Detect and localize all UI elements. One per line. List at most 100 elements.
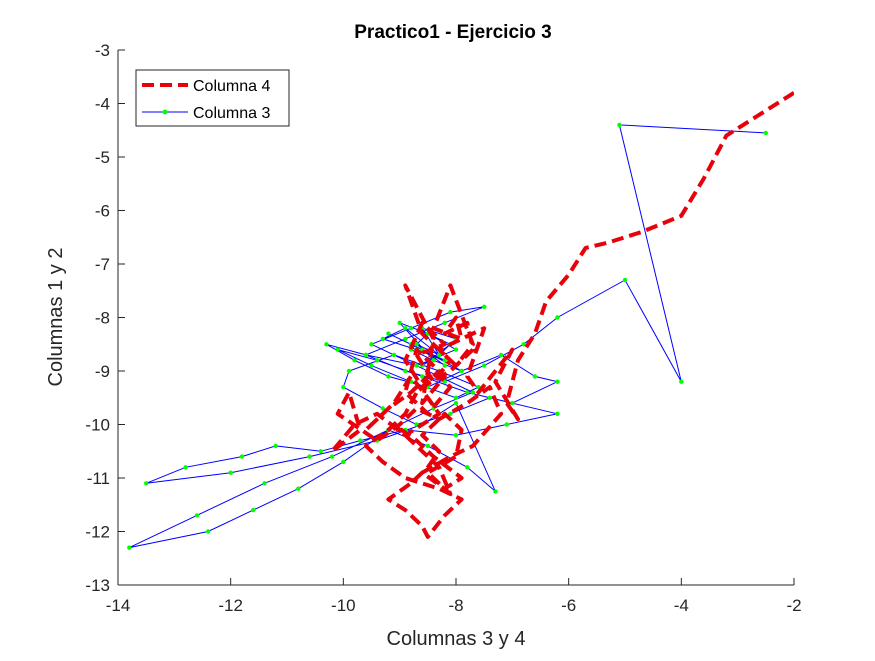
data-point-columna-3: [307, 454, 312, 459]
x-tick-label: -6: [561, 596, 576, 615]
y-tick-label: -10: [85, 416, 110, 435]
data-point-columna-3: [380, 336, 385, 342]
x-tick-label: -2: [786, 596, 801, 615]
data-point-columna-3: [352, 358, 357, 363]
data-point-columna-3: [318, 449, 323, 454]
data-point-columna-3: [617, 122, 622, 128]
legend-label-columna-4: Columna 4: [193, 78, 270, 95]
data-point-columna-3: [448, 411, 453, 416]
data-point-columna-3: [442, 320, 447, 325]
data-point-columna-3: [403, 336, 408, 342]
y-tick-label: -12: [85, 523, 110, 542]
data-point-columna-3: [532, 374, 538, 379]
y-tick-label: -9: [95, 362, 110, 381]
data-point-columna-3: [453, 433, 459, 438]
y-tick-label: -6: [95, 202, 110, 221]
data-point-columna-3: [459, 368, 464, 374]
x-tick-label: -10: [331, 596, 356, 615]
data-point-columna-3: [358, 438, 363, 443]
data-point-columna-3: [453, 400, 459, 406]
data-point-columna-3: [386, 331, 391, 336]
data-point-columna-3: [374, 358, 380, 363]
data-point-columna-3: [431, 358, 436, 363]
data-point-columna-3: [228, 470, 233, 475]
data-point-columna-3: [493, 489, 498, 494]
data-point-columna-3: [453, 395, 459, 400]
data-point-columna-3: [763, 130, 768, 136]
data-point-columna-3: [335, 347, 340, 352]
data-point-columna-3: [369, 342, 374, 347]
data-point-columna-3: [448, 309, 453, 315]
data-point-columna-3: [420, 374, 425, 379]
series-layer: [127, 91, 794, 550]
data-point-columna-3: [414, 342, 419, 347]
data-point-columna-3: [205, 529, 211, 534]
data-point-columna-3: [239, 454, 245, 459]
y-tick-label: -4: [95, 95, 110, 114]
data-point-columna-3: [442, 358, 447, 363]
data-point-columna-3: [555, 411, 560, 416]
data-point-columna-3: [363, 352, 369, 358]
x-axis-label: Columnas 3 y 4: [387, 628, 526, 650]
legend-box: [135, 69, 290, 127]
data-point-columna-3: [341, 384, 346, 390]
x-tick-label: -8: [448, 596, 463, 615]
data-point-columna-3: [436, 352, 442, 358]
y-tick-label: -3: [95, 41, 110, 60]
data-point-columna-3: [498, 352, 504, 358]
legend: Columna 4 Columna 3: [135, 69, 290, 127]
data-point-columna-3: [487, 395, 492, 400]
data-point-columna-3: [380, 406, 385, 411]
data-point-columna-3: [465, 390, 470, 395]
data-point-columna-3: [504, 422, 509, 427]
data-point-columna-3: [397, 320, 402, 325]
data-point-columna-3: [194, 513, 200, 518]
data-point-columna-3: [369, 363, 374, 368]
data-point-columna-3: [391, 352, 397, 358]
data-point-columna-3: [324, 342, 329, 347]
legend-marker-columna-3: [162, 109, 168, 115]
data-point-columna-3: [346, 368, 352, 374]
data-point-columna-3: [296, 486, 301, 491]
y-tick-label: -11: [87, 469, 110, 488]
series-line-columna-4: [330, 91, 794, 539]
data-point-columna-3: [442, 379, 447, 384]
data-point-columna-3: [453, 347, 459, 352]
data-point-columna-3: [442, 363, 447, 368]
data-point-columna-3: [329, 454, 335, 459]
data-point-columna-3: [273, 443, 278, 449]
data-point-columna-3: [510, 400, 515, 406]
data-point-columna-3: [127, 545, 132, 550]
data-point-columna-3: [386, 374, 391, 379]
data-point-columna-3: [403, 326, 408, 331]
y-axis-label: Columnas 1 y 2: [45, 248, 67, 387]
data-point-columna-3: [679, 379, 684, 384]
data-point-columna-3: [482, 304, 487, 309]
legend-label-columna-3: Columna 3: [193, 105, 270, 122]
x-tick-label: -12: [218, 596, 243, 615]
data-point-columna-3: [183, 465, 188, 470]
ticks-layer: -14 -12 -10 -8 -6 -4 -2 -13 -12 -11 -10 -9 -8 -7 -6 -5 -…: [85, 41, 801, 615]
y-tick-label: -7: [95, 255, 110, 274]
data-point-columna-3: [262, 481, 267, 486]
x-tick-label: -4: [674, 596, 689, 615]
x-tick-label: -14: [106, 596, 131, 615]
y-tick-label: -8: [95, 309, 110, 328]
data-point-columna-3: [521, 342, 526, 347]
data-point-columna-3: [425, 443, 430, 449]
data-point-columna-3: [470, 390, 476, 395]
data-point-columna-3: [251, 507, 256, 513]
data-point-columna-3: [555, 315, 560, 320]
data-point-columna-3: [403, 368, 408, 374]
data-point-columna-3: [414, 363, 419, 368]
data-point-columna-3: [622, 277, 628, 283]
y-tick-label: -5: [95, 148, 110, 167]
data-point-columna-3: [555, 379, 560, 384]
data-point-columna-3: [465, 465, 470, 470]
y-tick-label: -13: [85, 576, 110, 595]
data-point-columna-3: [482, 363, 487, 368]
data-point-columna-3: [408, 326, 414, 331]
data-point-columna-3: [341, 459, 346, 465]
